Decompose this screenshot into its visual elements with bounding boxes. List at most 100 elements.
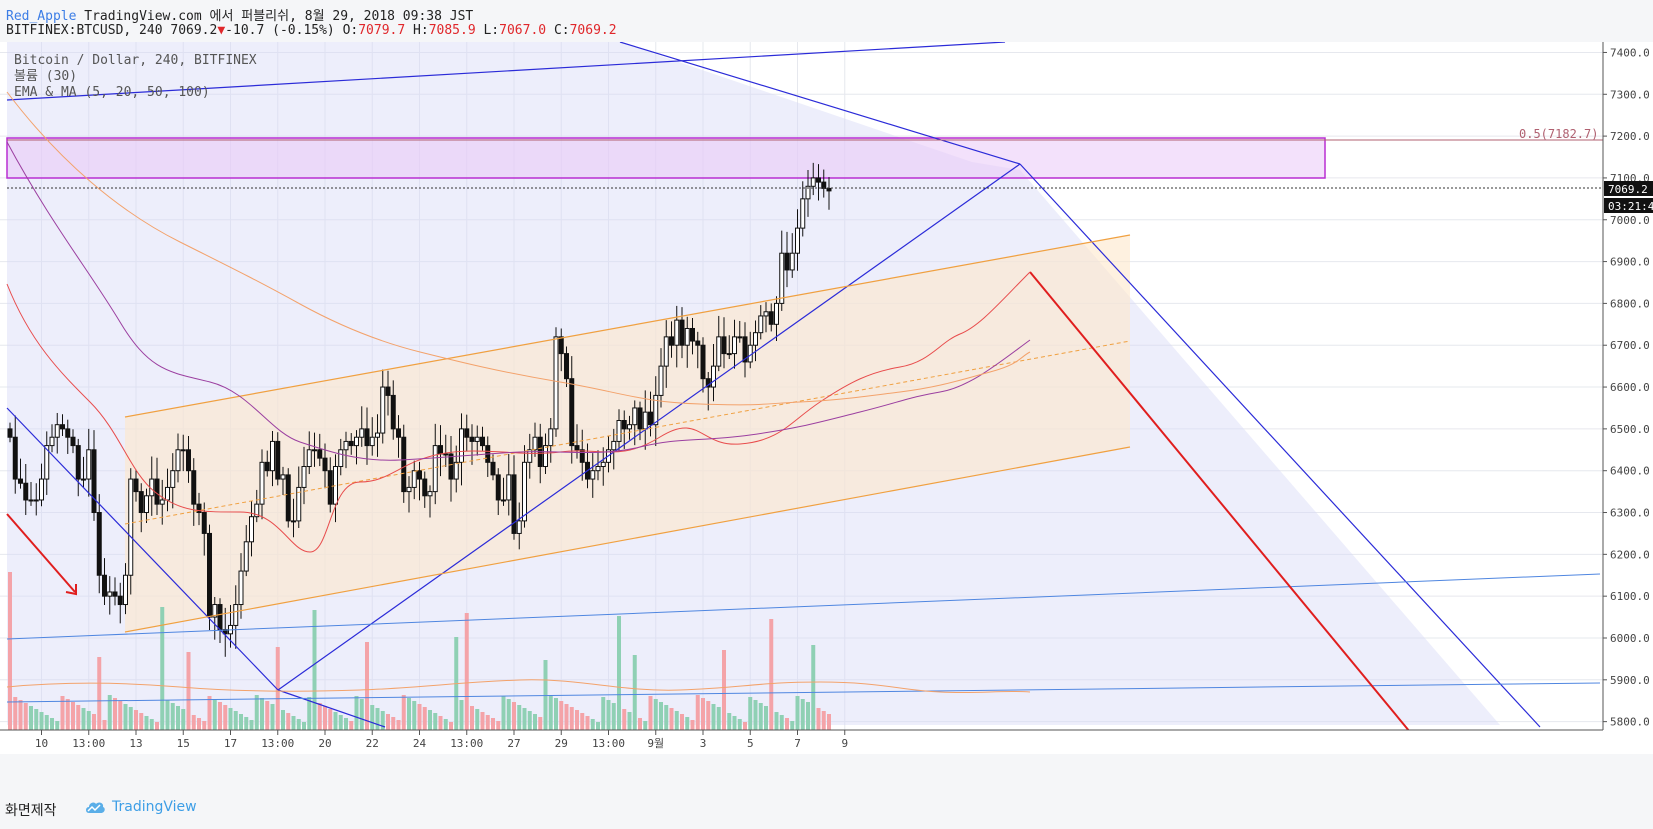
candle-body-139 — [737, 336, 743, 339]
candle-body-32 — [175, 449, 181, 472]
x-tick-label: 20 — [318, 737, 331, 750]
support-line-2[interactable] — [6, 682, 1601, 703]
candle-body-20 — [112, 591, 118, 597]
candle-body-126 — [669, 336, 674, 346]
candle-body-6 — [39, 478, 44, 501]
down-trendline[interactable] — [6, 407, 279, 691]
candle-body-87 — [464, 428, 470, 438]
volume-bar-18 — [102, 720, 107, 730]
time-axis[interactable]: 10 13:00 13 15 17 13:00 20 22 24 13:00 27 29 13:00 9월… — [0, 729, 1653, 754]
symbol-label: BITFINEX:BTCUSD, 240 — [6, 23, 163, 38]
volume-bar-96 — [512, 702, 516, 730]
x-tick-label: 17 — [224, 737, 237, 750]
volume-bar-15 — [86, 711, 91, 730]
candle-body-39 — [212, 604, 218, 618]
price-chart[interactable]: 5800.0 5900.0 6000.0 6100.0 6200.0 6300.0 6400… — [0, 42, 1653, 754]
candle-body-150 — [795, 227, 800, 254]
candle-body-147 — [779, 252, 785, 304]
orange-channel-bottom[interactable] — [124, 446, 1131, 633]
volume-bar-147 — [779, 715, 784, 730]
volume-bar-79 — [422, 707, 427, 730]
candle-body-52 — [280, 474, 286, 480]
candle-body-47 — [254, 503, 260, 518]
x-tick-label: 13:00 — [450, 737, 483, 750]
close-label: C: — [553, 23, 570, 38]
candle-body-49 — [264, 461, 270, 472]
candle-body-128 — [679, 319, 685, 346]
tradingview-brand: TradingView — [112, 799, 197, 815]
candle-body-58 — [312, 449, 317, 452]
candle-body-134 — [711, 365, 716, 388]
orange-channel-mid[interactable] — [124, 340, 1131, 525]
volume-bar-134 — [711, 704, 716, 730]
volume-bar-98 — [522, 708, 527, 730]
resistance-zone[interactable] — [6, 137, 1326, 179]
volume-bar-127 — [674, 711, 679, 730]
candle-body-102 — [543, 445, 548, 468]
volume-bar-13 — [76, 705, 81, 730]
volume-bar-38 — [207, 696, 212, 730]
volume-bar-75 — [401, 695, 406, 730]
candle-body-82 — [438, 445, 443, 455]
volume-bar-58 — [312, 610, 317, 730]
author-link[interactable]: Red_Apple — [6, 9, 77, 24]
candle-body-118 — [627, 424, 632, 430]
candle-body-26 — [144, 495, 149, 514]
up-trendline[interactable] — [277, 163, 1021, 691]
price-axis[interactable]: 5800.0 5900.0 6000.0 6100.0 6200.0 6300.0 6400… — [1602, 42, 1653, 730]
volume-bar-1 — [13, 697, 18, 730]
volume-bar-97 — [517, 705, 522, 730]
candle-body-67 — [359, 428, 365, 438]
volume-bar-65 — [349, 721, 354, 730]
volume-bar-3 — [23, 703, 28, 730]
volume-bar-78 — [417, 704, 422, 730]
volume-bar-31 — [170, 703, 175, 730]
lower-segment[interactable] — [277, 689, 386, 728]
volume-bar-74 — [396, 720, 401, 730]
volume-bar-81 — [433, 713, 438, 730]
candle-body-88 — [469, 436, 475, 442]
red-arrow-head-icon — [65, 584, 77, 596]
orange-channel-top[interactable] — [124, 234, 1131, 418]
volume-bar-24 — [134, 710, 138, 730]
y-tick-label: 5900.0 — [1610, 674, 1650, 687]
volume-bar-84 — [449, 722, 453, 730]
candle-body-77 — [411, 470, 417, 488]
upper-trendline[interactable] — [6, 42, 1006, 101]
volume-bar-55 — [296, 719, 301, 730]
candle-body-71 — [380, 386, 386, 434]
low-label: L: — [483, 23, 500, 38]
legend-symbol: Bitcoin / Dollar, 240, BITFINEX — [14, 53, 257, 68]
candle-body-104 — [553, 336, 559, 430]
volume-bar-106 — [564, 704, 569, 730]
volume-bar-111 — [590, 719, 595, 730]
price-tag-box — [1604, 181, 1653, 196]
x-tick-label: 22 — [366, 737, 379, 750]
volume-bar-68 — [365, 642, 369, 730]
candle-body-123 — [653, 394, 659, 426]
candle-body-18 — [102, 574, 107, 597]
tradingview-link[interactable]: TradingView — [84, 799, 197, 815]
volume-bar-118 — [627, 712, 632, 730]
candle-body-143 — [758, 315, 764, 334]
descending-trendline[interactable] — [619, 42, 1021, 165]
volume-bar-133 — [706, 701, 711, 730]
legend-volume[interactable]: 볼륨 (30) — [14, 69, 78, 84]
candle-body-112 — [595, 466, 601, 472]
volume-bar-116 — [617, 616, 621, 730]
red-projection-line[interactable] — [1029, 271, 1411, 733]
volume-bar-100 — [533, 714, 537, 730]
y-tick-label: 6600.0 — [1610, 381, 1650, 394]
candle-body-11 — [65, 428, 71, 438]
volume-bar-154 — [816, 708, 821, 730]
volume-bar-47 — [254, 695, 259, 730]
volume-bar-86 — [459, 700, 464, 730]
red-arrow-line[interactable] — [6, 513, 76, 593]
candle-body-16 — [91, 449, 97, 514]
volume-bar-30 — [165, 700, 170, 730]
support-line-1[interactable] — [6, 573, 1601, 640]
volume-bar-54 — [291, 716, 296, 730]
volume-bar-34 — [186, 652, 191, 730]
legend-ema[interactable]: EMA & MA (5, 20, 50, 100) — [14, 85, 210, 100]
channel-lower-line[interactable] — [1019, 163, 1541, 728]
